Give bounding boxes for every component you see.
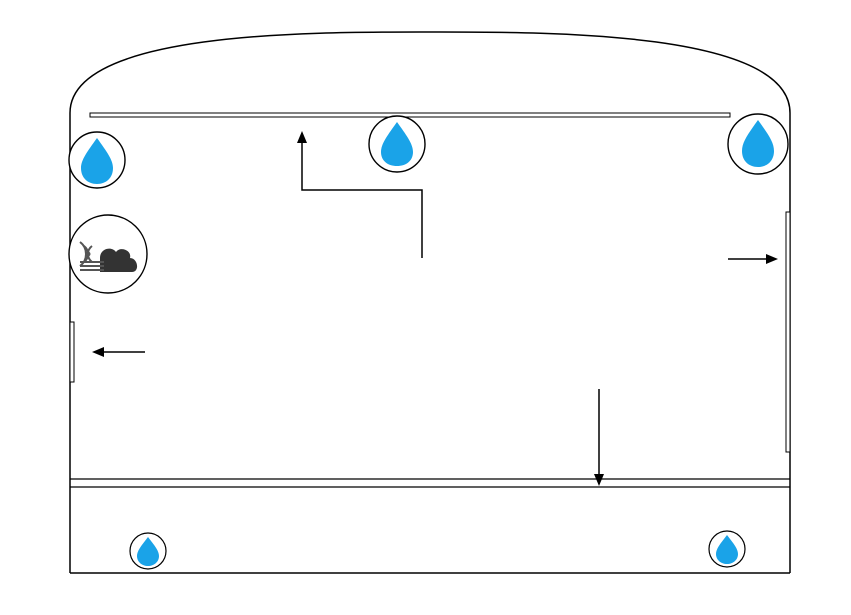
soil-humidity-sensor-right	[708, 530, 746, 568]
greenhouse-roof	[69, 31, 791, 114]
air-quality-icon	[79, 241, 138, 272]
right-light-rail	[785, 211, 791, 453]
water-drop-icon	[716, 535, 738, 564]
water-drop-icon	[81, 138, 113, 184]
air-quality-sensor	[68, 214, 148, 294]
air-humidity-sensor	[68, 131, 126, 189]
right-lights-pointer	[728, 254, 778, 264]
water-drop-icon	[742, 120, 774, 167]
drip-line-pointer	[594, 389, 604, 486]
top-light-rail	[89, 112, 731, 118]
top-array-pointer	[297, 131, 423, 258]
water-drop-icon	[381, 122, 413, 166]
left-light-rail	[69, 321, 75, 383]
air-humidity-sensor-right	[727, 113, 789, 175]
left-lights-pointer	[92, 347, 145, 357]
soil-humidity-sensor-left	[129, 532, 167, 570]
air-humidity-sensor-top	[368, 115, 426, 173]
water-drop-icon	[137, 537, 159, 566]
